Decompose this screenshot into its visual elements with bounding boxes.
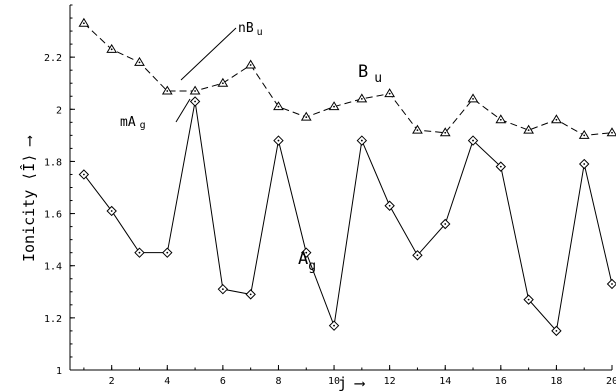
- series-bu-point-dot: [360, 97, 363, 100]
- nbu-label-main: nB: [238, 21, 254, 36]
- y-axis-title-text: Ionicity ⟨Î⟩: [19, 154, 38, 262]
- nbu-leader-line: [180, 27, 237, 81]
- y-tick-label: 1.4: [44, 262, 62, 273]
- series-ag-point-dot: [110, 210, 113, 212]
- y-axis-arrow: ⟶: [20, 136, 38, 147]
- x-axis-title: j ⟶: [338, 374, 365, 391]
- series-ag-point-dot: [555, 329, 558, 332]
- series-ag-point-dot: [388, 204, 391, 207]
- series-ag-point-dot: [194, 100, 196, 103]
- series-ag-point-dot: [138, 251, 141, 254]
- series-ag-point-dot: [82, 173, 85, 176]
- x-tick-label: 10: [328, 376, 340, 387]
- series-bu-point-dot: [472, 97, 474, 100]
- series-ag-point-dot: [583, 163, 586, 165]
- series-bu-point-dot: [611, 131, 613, 134]
- series-bu-point-dot: [333, 105, 335, 108]
- x-axis-title-group: j ⟶: [338, 374, 365, 391]
- series-bu-point-dot: [110, 48, 113, 51]
- series-ag-point-dot: [166, 251, 169, 254]
- bu-label-main: B: [358, 62, 368, 82]
- series-ag-point-dot: [611, 283, 613, 285]
- series-bu-point-dot: [249, 64, 252, 66]
- plot-area: [78, 17, 616, 337]
- series-bu-point-dot: [583, 134, 586, 137]
- series-ag-line: [83, 101, 613, 333]
- mag-label-main: mA: [120, 115, 136, 130]
- x-tick-label: 4: [164, 376, 170, 387]
- series-bu-point-dot: [444, 131, 447, 134]
- series-ag-point-dot: [472, 139, 474, 142]
- bu-label-sub: u: [374, 71, 382, 86]
- series-bu-point-dot: [416, 129, 419, 132]
- x-axis-arrow: ⟶: [354, 374, 365, 391]
- y-axis-title: Ionicity ⟨Î⟩ ⟶: [19, 136, 38, 262]
- series-bu-point-dot: [499, 118, 502, 121]
- x-tick-label: 16: [495, 376, 507, 387]
- x-tick-label: 14: [439, 376, 451, 387]
- series-ag-point-dot: [416, 254, 419, 257]
- x-tick-label: 12: [384, 376, 396, 387]
- series-bu-point-dot: [82, 22, 85, 25]
- series-bu-point-dot: [194, 90, 196, 92]
- y-tick-label: 2.2: [44, 53, 62, 64]
- nbu-label-sub: u: [257, 27, 263, 38]
- x-tick-label: 2: [109, 376, 115, 387]
- series-bu-point-dot: [555, 118, 558, 121]
- nbu-label: nB u: [238, 21, 263, 38]
- y-axis-title-group: Ionicity ⟨Î⟩ ⟶: [19, 136, 38, 262]
- mag-label: mA g: [120, 115, 146, 131]
- series-bu-point-dot: [527, 129, 530, 132]
- x-tick-label: 8: [275, 376, 281, 387]
- x-tick-label: 6: [220, 376, 226, 387]
- series-bu-point-dot: [221, 82, 224, 85]
- ticks: 2 4 6 8 10 12 14 16 18 20 1 1.2 1.4 1.6 1.8 2 2.2: [44, 4, 616, 387]
- ag-label: Ag: [298, 249, 316, 274]
- series-bu-point-dot: [305, 116, 308, 119]
- series-ag-point-dot: [221, 288, 224, 291]
- axes: [69, 5, 612, 371]
- series-ag-point-dot: [527, 298, 530, 301]
- series-ag-point-dot: [249, 293, 252, 296]
- x-tick-label: 18: [550, 376, 562, 387]
- series-ag-point-dot: [305, 251, 308, 254]
- series-ag-point-dot: [333, 324, 335, 327]
- y-tick-label: 2: [56, 105, 62, 116]
- series-bu-point-dot: [388, 92, 391, 95]
- x-tick-label: 20: [606, 376, 616, 387]
- mag-label-sub: g: [140, 120, 146, 131]
- ag-label-sub: g: [308, 259, 316, 274]
- series-bu-point-dot: [166, 90, 169, 92]
- series-bu-point-dot: [277, 105, 280, 108]
- mag-leader-line: [175, 98, 191, 123]
- series-ag-point-dot: [444, 223, 447, 225]
- series-ag-point-dot: [499, 165, 502, 168]
- series-bu-point-dot: [138, 61, 141, 64]
- y-tick-label: 1.6: [44, 210, 62, 221]
- x-axis-title-text: j: [338, 374, 347, 391]
- series-ag-point-dot: [360, 139, 363, 142]
- series-ag-point-dot: [277, 139, 280, 142]
- y-tick-label: 1.2: [44, 314, 62, 325]
- ag-label-main: A: [298, 249, 308, 269]
- series-bu-line: [83, 22, 613, 136]
- y-tick-label: 1: [56, 366, 62, 377]
- y-tick-label: 1.8: [44, 157, 62, 168]
